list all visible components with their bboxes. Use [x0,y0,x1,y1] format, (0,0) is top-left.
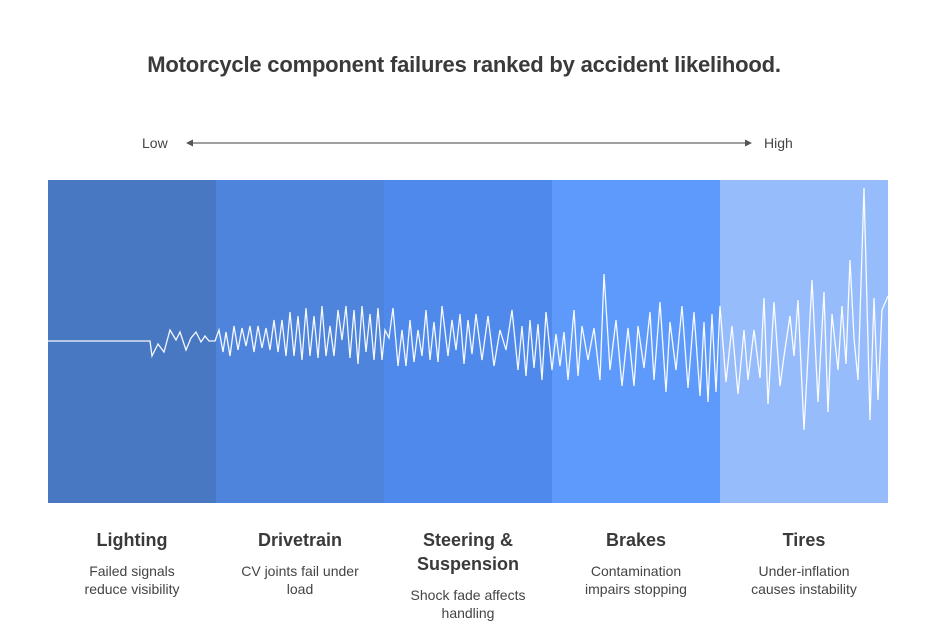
component-description: CV joints fail under load [241,563,359,597]
label-steering-suspension: Steering & Suspension Shock fade affects… [384,528,552,622]
scale-high-label: High [764,135,793,151]
component-title: Brakes [605,530,667,550]
component-title: Lighting [96,530,168,550]
component-description: Under-inflation causes instability [751,563,857,597]
component-description: Contamination impairs stopping [585,563,687,597]
component-labels: Lighting Failed signals reduce visibilit… [48,528,888,622]
page-title: Motorcycle component failures ranked by … [147,52,781,77]
panel-tires [720,180,888,503]
likelihood-scale: Low High [0,134,928,154]
vibration-waveform [48,187,888,431]
label-lighting: Lighting Failed signals reduce visibilit… [48,528,216,622]
component-description: Failed signals reduce visibility [84,563,180,597]
double-arrow-icon [186,139,752,147]
component-title: Drivetrain [257,530,343,550]
label-drivetrain: Drivetrain CV joints fail under load [216,528,384,622]
component-title: Steering & Suspension [416,530,519,574]
component-description: Shock fade affects handling [410,587,526,621]
component-title: Tires [782,530,826,550]
label-tires: Tires Under-inflation causes instability [720,528,888,622]
scale-low-label: Low [142,135,168,151]
label-brakes: Brakes Contamination impairs stopping [552,528,720,622]
